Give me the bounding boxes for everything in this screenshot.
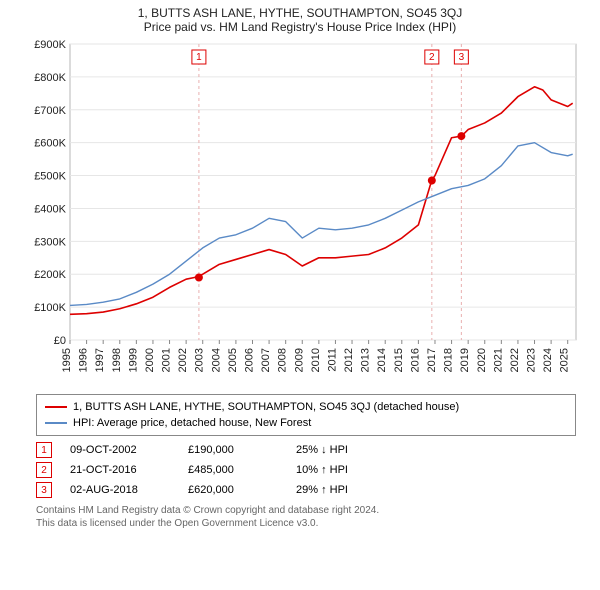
svg-text:2009: 2009 — [293, 348, 305, 372]
svg-text:1996: 1996 — [78, 348, 90, 372]
title-line-1: 1, BUTTS ASH LANE, HYTHE, SOUTHAMPTON, S… — [10, 6, 590, 20]
svg-text:2015: 2015 — [393, 348, 405, 372]
event-row: 2 21-OCT-2016 £485,000 10% ↑ HPI — [36, 460, 576, 480]
svg-text:£0: £0 — [54, 335, 66, 347]
title-line-2: Price paid vs. HM Land Registry's House … — [10, 20, 590, 34]
svg-text:2017: 2017 — [426, 348, 438, 372]
svg-text:2024: 2024 — [542, 348, 554, 372]
svg-text:£700K: £700K — [34, 105, 66, 117]
event-price: £620,000 — [188, 484, 278, 496]
event-date: 21-OCT-2016 — [70, 464, 170, 476]
chart-svg: £0 £100K £200K £300K £400K £500K £600K £700K £80… — [24, 38, 584, 388]
svg-text:2013: 2013 — [360, 348, 372, 372]
svg-text:1: 1 — [196, 52, 202, 63]
legend-item-hpi: HPI: Average price, detached house, New … — [45, 415, 567, 431]
svg-text:2: 2 — [429, 52, 435, 63]
events-table: 1 09-OCT-2002 £190,000 25% ↓ HPI 2 21-OCT-201… — [36, 440, 576, 500]
footer-line-1: Contains HM Land Registry data © Crown c… — [36, 504, 576, 517]
svg-text:2016: 2016 — [409, 348, 421, 372]
legend-swatch-hpi — [45, 422, 67, 424]
svg-text:£400K: £400K — [34, 203, 66, 215]
svg-text:2003: 2003 — [194, 348, 206, 372]
svg-text:£900K: £900K — [34, 39, 66, 51]
event-date: 02-AUG-2018 — [70, 484, 170, 496]
event-row: 1 09-OCT-2002 £190,000 25% ↓ HPI — [36, 440, 576, 460]
svg-text:2000: 2000 — [144, 348, 156, 372]
svg-text:£500K: £500K — [34, 171, 66, 183]
svg-text:2020: 2020 — [476, 348, 488, 372]
svg-text:£300K: £300K — [34, 236, 66, 248]
svg-text:2021: 2021 — [492, 348, 504, 372]
event-relative: 29% ↑ HPI — [296, 484, 406, 496]
svg-text:£600K: £600K — [34, 138, 66, 150]
price-chart: £0 £100K £200K £300K £400K £500K £600K £700K £80… — [24, 38, 584, 388]
footer-line-2: This data is licensed under the Open Gov… — [36, 517, 576, 530]
legend: 1, BUTTS ASH LANE, HYTHE, SOUTHAMPTON, S… — [36, 394, 576, 436]
event-row: 3 02-AUG-2018 £620,000 29% ↑ HPI — [36, 480, 576, 500]
legend-label-subject: 1, BUTTS ASH LANE, HYTHE, SOUTHAMPTON, S… — [73, 401, 459, 413]
svg-text:£800K: £800K — [34, 72, 66, 84]
event-marker-icon: 3 — [36, 482, 52, 498]
svg-text:2025: 2025 — [559, 348, 571, 372]
svg-text:2004: 2004 — [210, 348, 222, 372]
svg-text:2012: 2012 — [343, 348, 355, 372]
svg-text:2001: 2001 — [161, 348, 173, 372]
svg-text:2010: 2010 — [310, 348, 322, 372]
svg-text:2005: 2005 — [227, 348, 239, 372]
svg-text:2019: 2019 — [459, 348, 471, 372]
svg-text:£200K: £200K — [34, 269, 66, 281]
svg-text:1995: 1995 — [61, 348, 73, 372]
legend-item-subject: 1, BUTTS ASH LANE, HYTHE, SOUTHAMPTON, S… — [45, 399, 567, 415]
event-relative: 10% ↑ HPI — [296, 464, 406, 476]
event-date: 09-OCT-2002 — [70, 444, 170, 456]
svg-text:1998: 1998 — [111, 348, 123, 372]
legend-label-hpi: HPI: Average price, detached house, New … — [73, 417, 311, 429]
svg-text:2018: 2018 — [443, 348, 455, 372]
legend-swatch-subject — [45, 406, 67, 408]
event-marker-icon: 1 — [36, 442, 52, 458]
svg-text:3: 3 — [459, 52, 465, 63]
svg-text:2022: 2022 — [509, 348, 521, 372]
svg-text:£100K: £100K — [34, 302, 66, 314]
event-marker-icon: 2 — [36, 462, 52, 478]
event-relative: 25% ↓ HPI — [296, 444, 406, 456]
svg-text:2023: 2023 — [526, 348, 538, 372]
svg-text:2002: 2002 — [177, 348, 189, 372]
svg-text:2014: 2014 — [376, 348, 388, 372]
svg-text:2008: 2008 — [277, 348, 289, 372]
svg-text:1999: 1999 — [127, 348, 139, 372]
svg-text:1997: 1997 — [94, 348, 106, 372]
event-price: £485,000 — [188, 464, 278, 476]
svg-text:2006: 2006 — [243, 348, 255, 372]
svg-text:2011: 2011 — [326, 348, 338, 372]
svg-text:2007: 2007 — [260, 348, 272, 372]
event-price: £190,000 — [188, 444, 278, 456]
footer: Contains HM Land Registry data © Crown c… — [36, 504, 576, 530]
